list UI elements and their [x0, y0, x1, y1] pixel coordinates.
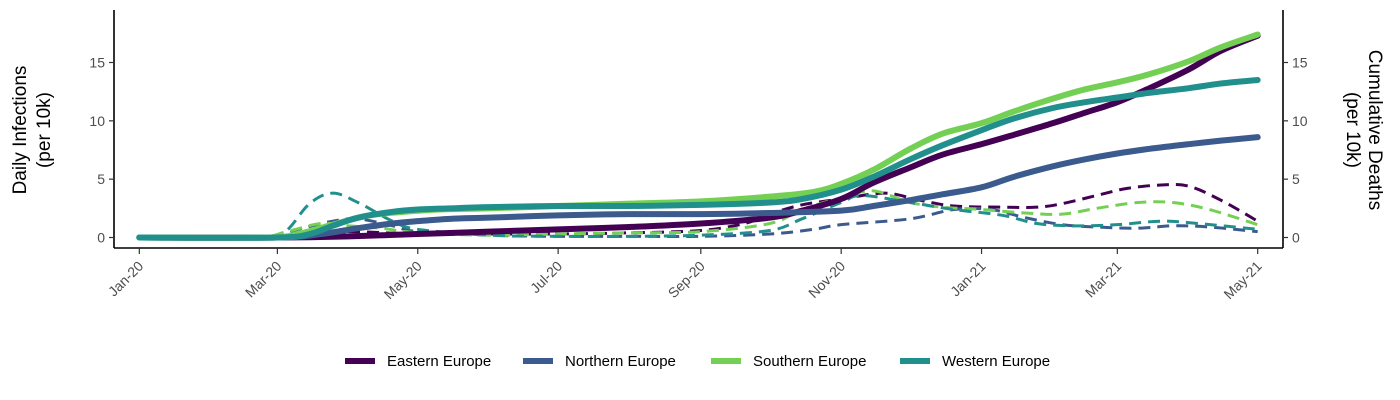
x-tick-label: Jan-21: [947, 258, 989, 300]
legend-label-eastern-europe: Eastern Europe: [387, 353, 491, 370]
y-right-tick-label: 5: [1292, 171, 1300, 187]
y-left-tick-label: 0: [97, 230, 105, 246]
legend-label-southern-europe: Southern Europe: [753, 353, 866, 370]
x-tick-label: Mar-20: [242, 258, 285, 301]
series-layer: [136, 31, 1261, 241]
y-left-tick-label: 15: [89, 55, 105, 71]
x-tick-label: May-20: [381, 258, 425, 302]
axes-layer: [113, 10, 1284, 249]
legend-label-western-europe: Western Europe: [942, 353, 1050, 370]
y-left-tick-label: 5: [97, 171, 105, 187]
ticks-layer: 0 0 5 5 10 10 15 15 Jan-20 Mar-20 May-20 Jul-20 Sep-…: [89, 55, 1307, 303]
legend-item-southern-europe: Southern Europe: [711, 353, 866, 370]
x-tick-label: Jan-20: [105, 258, 147, 300]
legend-label-northern-europe: Northern Europe: [565, 353, 676, 370]
y-right-tick-label: 0: [1292, 230, 1300, 246]
daily-line-western-europe: [139, 191, 1258, 240]
cumulative-line-eastern-europe: [136, 32, 1261, 241]
x-tick-label: May-21: [1220, 258, 1264, 302]
cumulative-line-northern-europe: [136, 134, 1261, 241]
x-tick-label: Mar-21: [1082, 258, 1125, 301]
cumulative-line-western-europe: [136, 77, 1261, 241]
axis-titles: Daily Infections (per 10k) Cumulative De…: [10, 50, 1385, 211]
right-axis-title-line1: Cumulative Deaths: [1364, 50, 1385, 211]
legend-item-northern-europe: Northern Europe: [523, 353, 676, 370]
right-axis-title-line2: (per 10k): [1342, 92, 1363, 168]
x-tick-label: Nov-20: [805, 258, 848, 301]
left-axis-title-line1: Daily Infections: [10, 66, 31, 195]
legend-item-western-europe: Western Europe: [900, 353, 1050, 370]
y-right-tick-label: 15: [1292, 55, 1308, 71]
legend: Eastern Europe Northern Europe Southern Eu…: [345, 353, 1050, 370]
x-tick-label: Sep-20: [665, 258, 708, 301]
x-tick-label: Jul-20: [527, 258, 565, 296]
left-axis-title-line2: (per 10k): [34, 92, 55, 168]
y-right-tick-label: 10: [1292, 113, 1308, 129]
y-left-tick-label: 10: [89, 113, 105, 129]
legend-item-eastern-europe: Eastern Europe: [345, 353, 491, 370]
